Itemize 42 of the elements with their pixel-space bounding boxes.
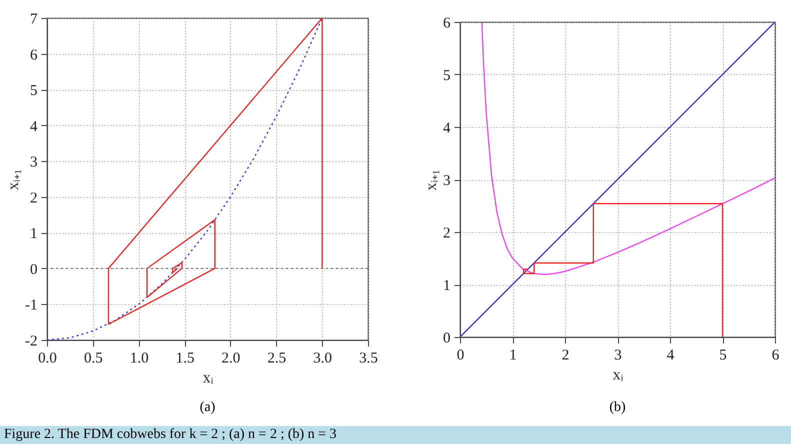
x-axis-title: xᵢ [612, 366, 624, 384]
x-tick-label: 3.5 [359, 350, 378, 366]
y-tick-label: -1 [25, 298, 38, 314]
y-tick-label: 0 [443, 330, 450, 346]
x-tick-label: 0 [456, 348, 464, 364]
x-tick-label: 3.0 [313, 350, 332, 366]
y-tick-label: 0 [30, 262, 38, 278]
y-axis-title: xᵢ₊₁ [5, 168, 22, 190]
y-tick-label: 1 [30, 226, 38, 242]
x-tick-label: 1 [509, 348, 517, 364]
y-tick-label: 1 [443, 278, 450, 294]
x-tick-label: 1.0 [130, 350, 149, 366]
x-tick-label: 0.5 [84, 350, 103, 366]
x-tick-label: 2.5 [267, 350, 286, 366]
y-tick-label: 3 [30, 154, 38, 171]
line-series [108, 18, 323, 325]
text: (a) [198, 400, 216, 416]
y-tick-label: 4 [443, 120, 451, 136]
y-tick-label: 7 [30, 12, 38, 28]
y-tick-label: 3 [443, 173, 450, 189]
y-tick-label: -2 [25, 334, 38, 350]
y-tick-label: 2 [443, 226, 450, 242]
y-tick-label: 4 [30, 118, 38, 135]
y-tick-label: 6 [30, 47, 38, 64]
x-tick-label: 5 [719, 348, 727, 364]
y-tick-label: 2 [30, 190, 38, 206]
text: (b) [608, 400, 627, 416]
x-tick-label: 3 [614, 348, 622, 364]
y-tick-label: 5 [30, 83, 38, 100]
x-tick-label: 1.5 [176, 350, 194, 366]
line-series [481, 22, 775, 276]
x-tick-label: 4 [666, 348, 675, 364]
line-series [522, 203, 724, 337]
y-tick-label: 6 [443, 16, 451, 32]
x-axis-title: xᵢ [202, 370, 214, 386]
x-tick-label: 2 [562, 348, 570, 364]
y-axis-title: xᵢ₊₁ [423, 169, 440, 191]
x-tick-label: 6 [772, 348, 780, 364]
caption: Figure 2. The FDM cobwebs for k = 2 ; (a) n = 2 ; (b) n = 3 [0, 426, 791, 444]
x-tick-label: 2.0 [222, 350, 240, 366]
x-tick-label: 0.0 [38, 350, 57, 366]
y-tick-label: 5 [443, 68, 450, 84]
